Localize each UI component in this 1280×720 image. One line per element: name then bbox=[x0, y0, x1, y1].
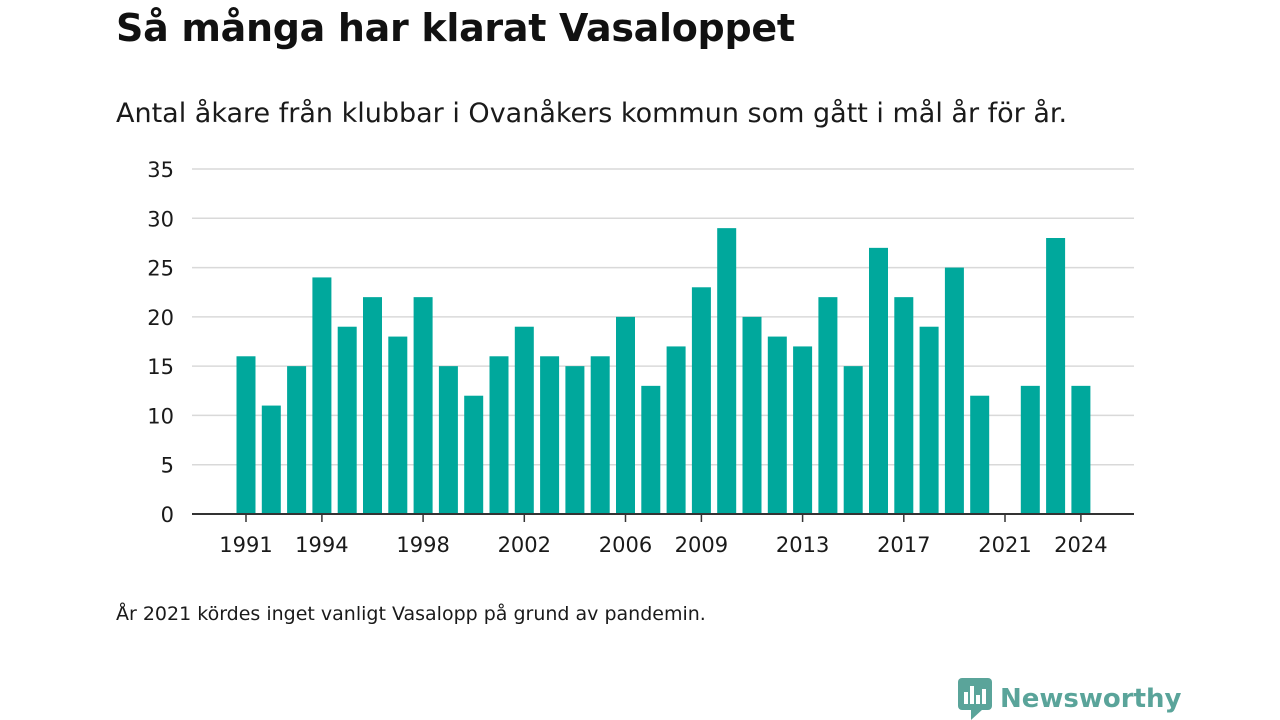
bar-2016 bbox=[869, 247, 888, 514]
bar-2022 bbox=[1020, 385, 1040, 514]
x-tick-label: 1991 bbox=[219, 533, 272, 557]
y-tick-label: 15 bbox=[147, 355, 174, 379]
bar-1995 bbox=[337, 326, 357, 514]
bar-2012 bbox=[767, 336, 787, 514]
bar-2024 bbox=[1071, 385, 1091, 514]
bar-1999 bbox=[438, 366, 458, 514]
bar-2020 bbox=[970, 395, 990, 514]
bar-1992 bbox=[261, 405, 281, 514]
y-tick-label: 25 bbox=[147, 257, 174, 281]
bar-2014 bbox=[818, 297, 838, 514]
bar-2006 bbox=[616, 316, 635, 514]
bar-chart: 0 5 10 15 20 25 30 35 1991 1994 1998 2002 2006 2009 20… bbox=[147, 158, 1134, 557]
chart-title: Så många har klarat Vasaloppet bbox=[116, 6, 795, 50]
bar-2017 bbox=[894, 297, 914, 514]
bar-2003 bbox=[540, 356, 560, 514]
x-tick-label: 2017 bbox=[877, 533, 930, 557]
bar-2007 bbox=[641, 385, 661, 514]
y-tick-label: 35 bbox=[147, 158, 174, 182]
y-tick-label: 30 bbox=[147, 207, 174, 231]
bar-2000 bbox=[464, 395, 484, 514]
x-tick-label: 2009 bbox=[675, 533, 728, 557]
newsworthy-logo-icon bbox=[958, 678, 992, 720]
bar-2009 bbox=[691, 287, 711, 514]
bar-1998 bbox=[413, 297, 433, 514]
x-tick-label: 2021 bbox=[978, 533, 1031, 557]
bar-1994 bbox=[312, 277, 332, 514]
y-tick-label: 20 bbox=[147, 306, 174, 330]
bar-2001 bbox=[489, 356, 509, 514]
x-tick-label: 2013 bbox=[776, 533, 829, 557]
bar-2004 bbox=[565, 366, 585, 514]
x-tick-label: 1994 bbox=[295, 533, 348, 557]
bar-1997 bbox=[388, 336, 408, 514]
bar-1991 bbox=[236, 356, 256, 514]
bar-2002 bbox=[514, 326, 534, 514]
bar-2023 bbox=[1046, 238, 1066, 514]
x-tick-label: 2006 bbox=[599, 533, 652, 557]
bar-2010 bbox=[717, 228, 737, 514]
bar-2013 bbox=[793, 346, 813, 514]
y-tick-label: 0 bbox=[161, 503, 174, 527]
bar-2015 bbox=[843, 366, 863, 514]
chart-subtitle: Antal åkare från klubbar i Ovanåkers kom… bbox=[116, 98, 1068, 129]
y-tick-label: 5 bbox=[161, 454, 174, 478]
bar-2018 bbox=[919, 326, 939, 514]
bar-2011 bbox=[742, 316, 762, 514]
bar-1993 bbox=[287, 366, 307, 514]
bar-2005 bbox=[590, 356, 610, 514]
bar-2019 bbox=[944, 267, 964, 514]
x-tick-label: 2024 bbox=[1054, 533, 1107, 557]
brand-logo: Newsworthy bbox=[958, 678, 1181, 720]
bar-2008 bbox=[666, 346, 686, 514]
footnote: År 2021 kördes inget vanligt Vasalopp på… bbox=[116, 603, 706, 625]
brand-name: Newsworthy bbox=[1000, 684, 1182, 714]
y-tick-label: 10 bbox=[147, 404, 174, 428]
x-tick-label: 1998 bbox=[396, 533, 449, 557]
bar-1996 bbox=[363, 297, 382, 514]
x-tick-label: 2002 bbox=[498, 533, 551, 557]
